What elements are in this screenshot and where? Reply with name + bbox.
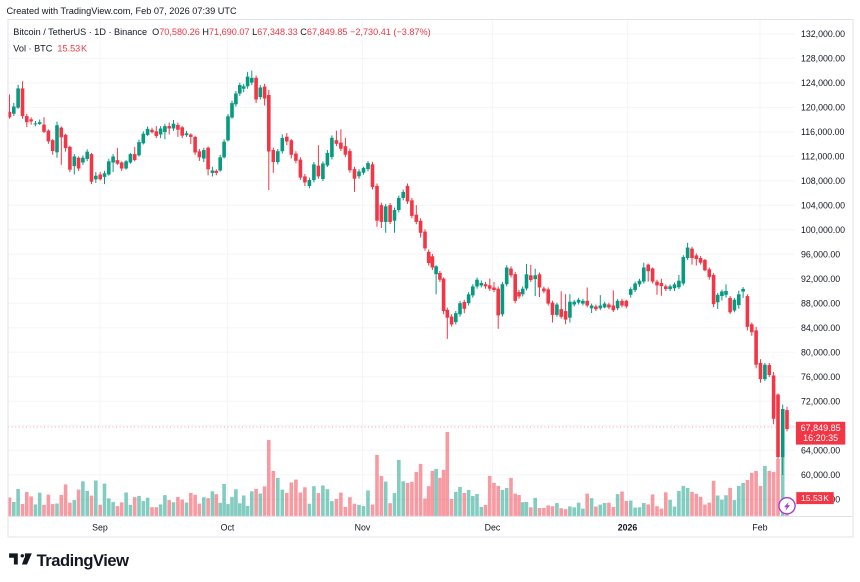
svg-text:64,000.00: 64,000.00 <box>801 445 840 455</box>
svg-text:2026: 2026 <box>618 523 638 533</box>
svg-text:80,000.00: 80,000.00 <box>801 347 840 357</box>
svg-text:88,000.00: 88,000.00 <box>801 299 840 309</box>
svg-text:128,000.00: 128,000.00 <box>801 54 845 64</box>
svg-text:Vol · BTC 15.53 K: Vol · BTC 15.53 K <box>13 43 87 53</box>
svg-text:Created with TradingView.com,: Created with TradingView.com, Feb 07, 20… <box>7 6 238 16</box>
svg-text:Bitcoin / TetherUS · 1D · Bina: Bitcoin / TetherUS · 1D · Binance O70,58… <box>13 27 430 37</box>
svg-text:100,000.00: 100,000.00 <box>801 225 845 235</box>
svg-text:104,000.00: 104,000.00 <box>801 201 845 211</box>
svg-text:72,000.00: 72,000.00 <box>801 396 840 406</box>
svg-text:Sep: Sep <box>92 523 108 533</box>
svg-text:132,000.00: 132,000.00 <box>801 29 845 39</box>
svg-text:60,000.00: 60,000.00 <box>801 470 840 480</box>
svg-text:Dec: Dec <box>485 523 501 533</box>
svg-text:Feb: Feb <box>752 523 767 533</box>
svg-text:Oct: Oct <box>221 523 235 533</box>
svg-text:TradingView: TradingView <box>37 552 130 570</box>
svg-text:15.53 K: 15.53 K <box>801 493 829 503</box>
svg-text:120,000.00: 120,000.00 <box>801 103 845 113</box>
svg-text:76,000.00: 76,000.00 <box>801 372 840 382</box>
svg-text:112,000.00: 112,000.00 <box>801 152 844 162</box>
svg-text:96,000.00: 96,000.00 <box>801 250 840 260</box>
svg-text:108,000.00: 108,000.00 <box>801 176 845 186</box>
svg-text:16:20:35: 16:20:35 <box>803 433 838 443</box>
svg-text:67,849.85: 67,849.85 <box>801 423 841 433</box>
svg-text:Nov: Nov <box>355 523 371 533</box>
svg-text:92,000.00: 92,000.00 <box>801 274 840 284</box>
svg-text:116,000.00: 116,000.00 <box>801 127 844 137</box>
svg-text:124,000.00: 124,000.00 <box>801 78 845 88</box>
svg-text:84,000.00: 84,000.00 <box>801 323 840 333</box>
